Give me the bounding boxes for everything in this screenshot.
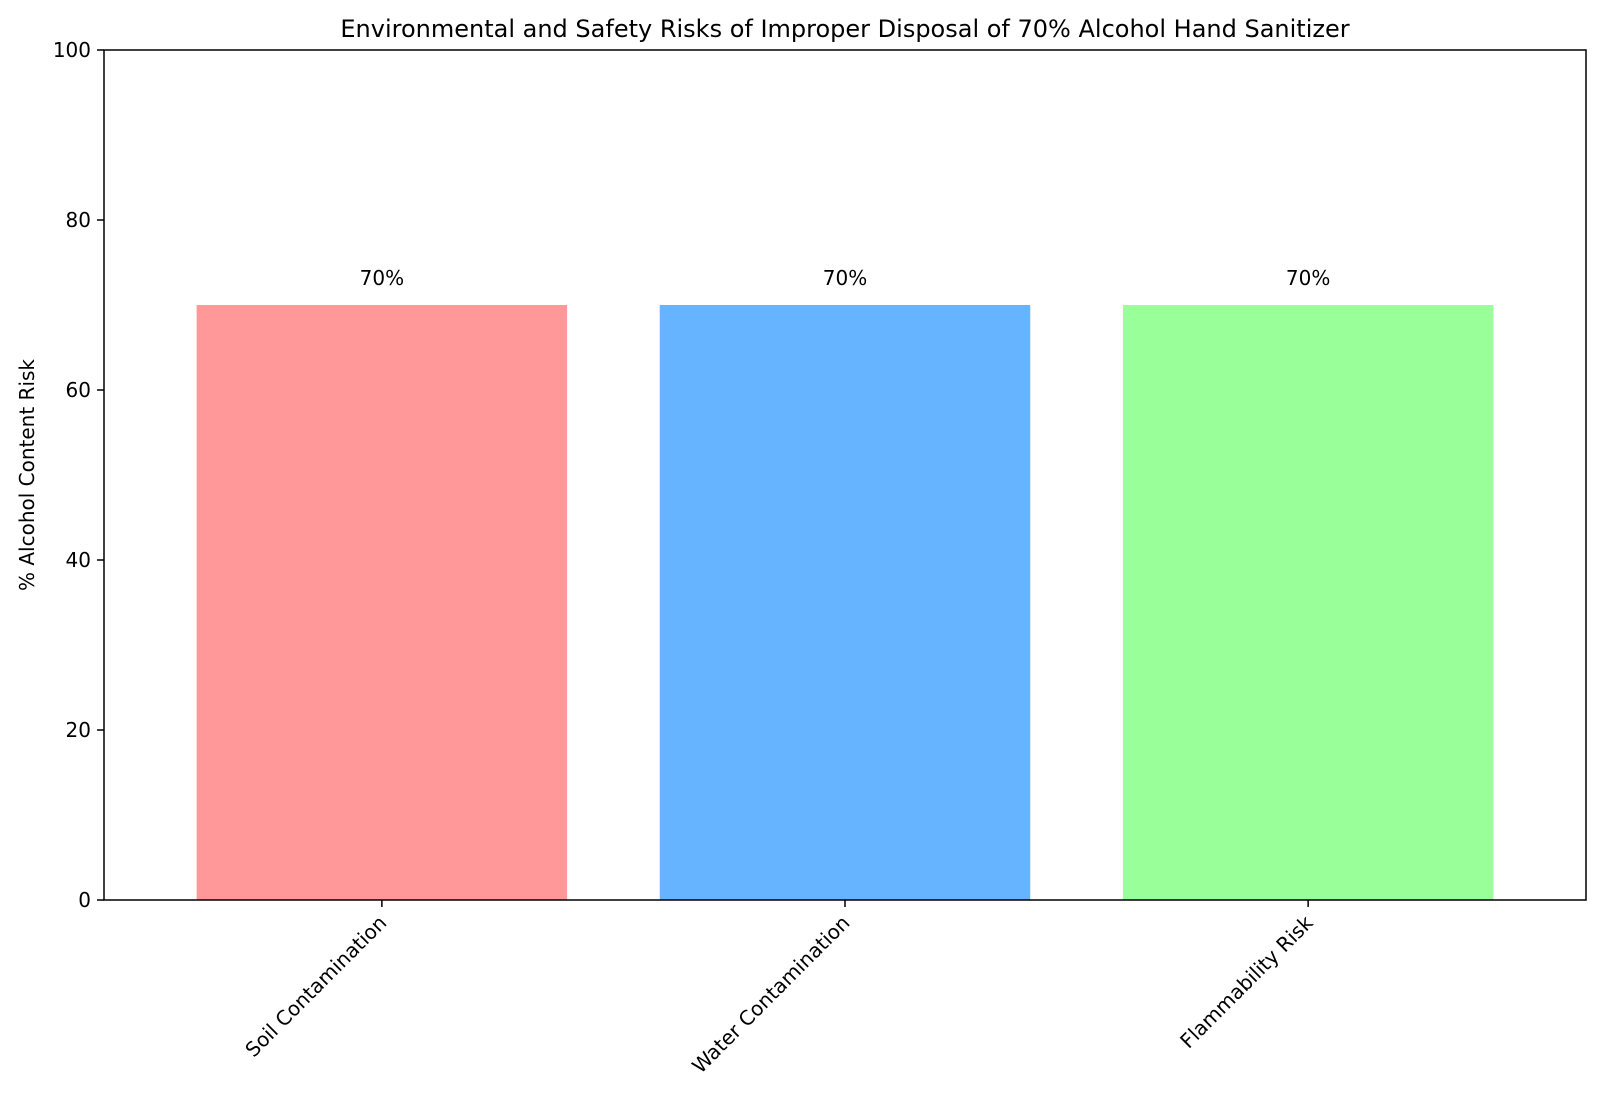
bar-0 [196,305,568,900]
y-ticks-group: 0 20 40 60 80 100 [53,38,104,912]
y-tick-label-0: 0 [78,888,91,912]
y-tick-label-2: 40 [66,548,91,572]
y-tick-label-1: 20 [66,718,91,742]
plot-frame [103,49,1587,901]
bar-value-label-1: 70% [823,266,867,290]
bar-value-label-2: 70% [1286,266,1330,290]
y-tick-label-5: 100 [53,38,91,62]
y-axis-label: % Alcohol Content Risk [15,359,39,591]
y-tick-label-3: 60 [66,378,91,402]
y-tick-label-4: 80 [66,208,91,232]
bar-2 [1122,305,1494,900]
bar-1 [659,305,1031,900]
chart-title: Environmental and Safety Risks of Improp… [340,15,1349,43]
bars-group: 70% 70% 70% [196,266,1494,900]
bar-value-label-0: 70% [360,266,404,290]
